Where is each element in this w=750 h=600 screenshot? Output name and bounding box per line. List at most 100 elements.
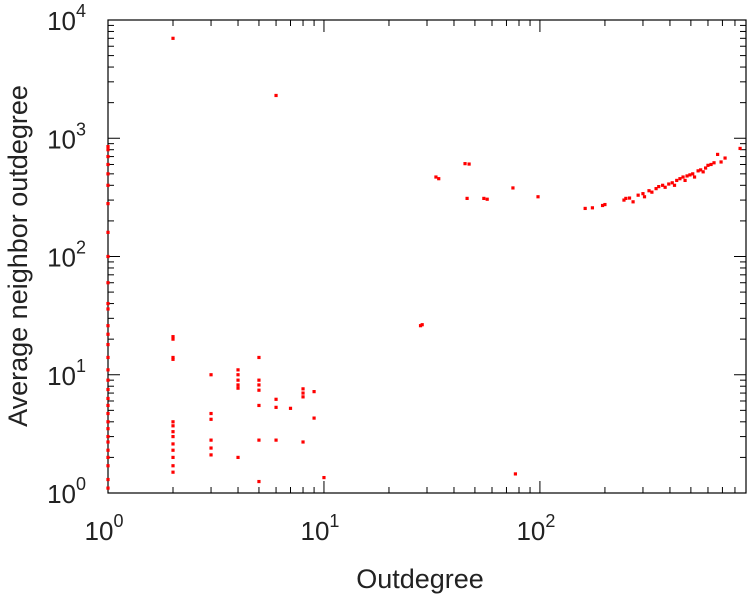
data-point (106, 355, 110, 360)
data-point (657, 185, 661, 189)
y-tick-base: 10 (47, 479, 76, 509)
data-point (672, 183, 677, 187)
data-point (171, 36, 175, 40)
data-point (709, 162, 713, 167)
data-point (274, 405, 278, 409)
y-tick-label: 102 (47, 238, 86, 273)
plot-frame (107, 19, 747, 494)
data-point (434, 175, 438, 179)
data-point (236, 455, 240, 460)
data-point (171, 337, 175, 341)
data-point (301, 395, 305, 399)
data-point (106, 440, 110, 444)
y-tick-base: 10 (47, 361, 76, 391)
x-tick-exponent: 0 (113, 511, 123, 531)
y-axis-title: Average neighbor outdegree (3, 85, 33, 427)
y-tick-label: 100 (47, 474, 86, 509)
data-point (171, 455, 175, 460)
data-point (274, 438, 278, 442)
data-point (511, 186, 515, 190)
y-tick-base: 10 (47, 124, 76, 154)
data-point (106, 162, 110, 167)
data-point (274, 93, 278, 98)
data-point (513, 472, 518, 476)
minor-ticks (107, 19, 747, 494)
data-point (420, 323, 424, 327)
data-point (485, 197, 489, 201)
data-point (301, 391, 305, 395)
y-tick-label: 103 (47, 119, 86, 154)
data-point (681, 175, 685, 179)
x-tick-exponent: 2 (545, 511, 555, 531)
data-point (106, 202, 110, 206)
x-tick-base: 10 (85, 516, 114, 546)
data-point (301, 387, 305, 391)
data-point (699, 168, 703, 172)
data-point (106, 254, 110, 259)
data-point (106, 434, 110, 439)
data-point (106, 448, 110, 452)
y-tick-exponent: 4 (76, 1, 86, 21)
data-point (257, 355, 261, 360)
data-point (171, 470, 175, 474)
data-point (482, 196, 486, 200)
data-point (692, 175, 697, 179)
data-point (670, 181, 674, 185)
data-point (209, 438, 213, 442)
data-point (654, 187, 658, 191)
data-point (675, 178, 679, 183)
data-point (641, 192, 645, 196)
data-point (622, 198, 626, 202)
data-point (642, 195, 647, 199)
data-points (106, 36, 742, 490)
data-point (171, 335, 175, 339)
data-point (701, 170, 705, 174)
data-point (288, 406, 293, 410)
plot-area (106, 19, 747, 494)
data-point (685, 174, 689, 178)
data-point (171, 357, 175, 361)
data-point (106, 403, 110, 408)
data-point (171, 355, 175, 360)
data-point (171, 442, 175, 446)
data-point (312, 390, 316, 394)
y-tick-exponent: 2 (76, 238, 86, 258)
x-tick-labels: 100 101 102 (85, 511, 556, 546)
data-point (106, 183, 110, 187)
data-point (667, 182, 671, 186)
data-point (236, 378, 240, 382)
data-point (463, 162, 467, 166)
data-point (236, 383, 240, 387)
data-point (257, 438, 261, 442)
data-point (257, 479, 261, 484)
data-point (716, 152, 720, 157)
data-point (106, 396, 110, 401)
y-tick-label: 101 (47, 356, 86, 391)
data-point (209, 446, 213, 450)
data-point (678, 177, 682, 181)
data-point (209, 417, 213, 421)
data-point (650, 190, 654, 194)
x-tick-label: 102 (516, 511, 555, 546)
data-point (590, 206, 595, 210)
data-point (647, 189, 651, 193)
data-point (106, 387, 110, 392)
data-point (600, 203, 605, 208)
data-point (106, 378, 110, 382)
data-point (257, 383, 261, 387)
data-point (583, 206, 587, 211)
data-point (636, 193, 640, 197)
data-point (209, 453, 213, 457)
x-tick-exponent: 1 (329, 511, 339, 531)
data-point (696, 169, 700, 173)
x-tick-base: 10 (516, 516, 545, 546)
data-point (106, 486, 110, 490)
data-point (106, 307, 110, 311)
data-point (603, 202, 607, 207)
data-point (106, 420, 110, 424)
data-point (437, 177, 441, 181)
data-point (171, 430, 175, 434)
data-point (274, 397, 278, 401)
x-tick-label: 101 (300, 511, 339, 546)
